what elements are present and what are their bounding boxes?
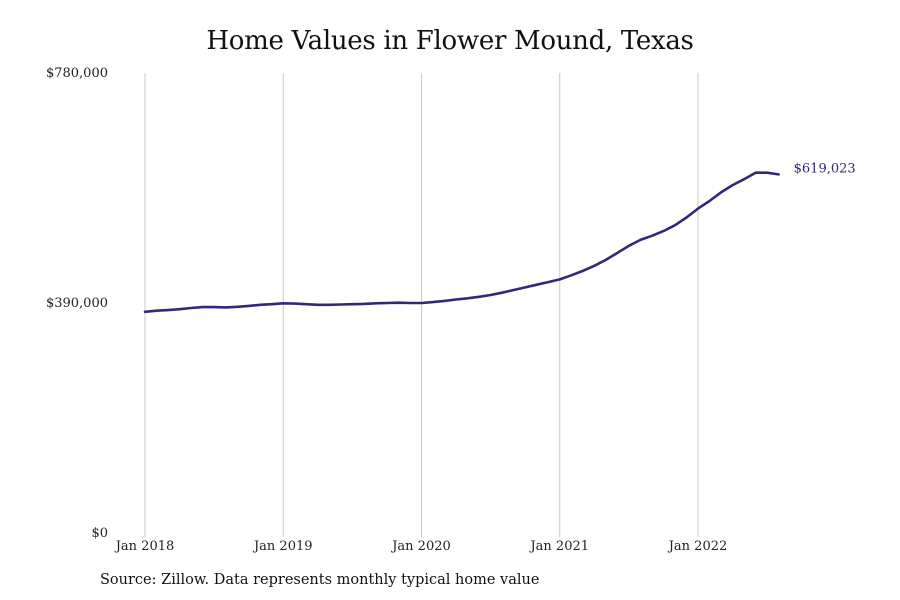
y-axis-ticks: $0 $390,000 $780,000: [46, 66, 108, 541]
end-value-label: $619,023: [794, 162, 856, 177]
x-axis-ticks: Jan 2018 Jan 2019 Jan 2020 Jan 2021 Jan 2022: [114, 539, 728, 554]
y-tick-label: $0: [91, 526, 108, 541]
series-layer: $619,023: [143, 162, 856, 314]
grid-lines: [144, 73, 699, 537]
y-tick-label: $780,000: [46, 66, 108, 81]
source-note: Source: Zillow. Data represents monthly …: [100, 572, 540, 588]
chart-title: Home Values in Flower Mound, Texas: [206, 26, 694, 56]
x-tick-label: Jan 2020: [390, 539, 451, 554]
x-tick-label: Jan 2021: [528, 539, 589, 554]
x-tick-label: Jan 2022: [667, 539, 728, 554]
x-tick-label: Jan 2018: [114, 539, 175, 554]
series-line: [143, 171, 780, 314]
y-tick-label: $390,000: [46, 296, 108, 311]
x-tick-label: Jan 2019: [252, 539, 313, 554]
